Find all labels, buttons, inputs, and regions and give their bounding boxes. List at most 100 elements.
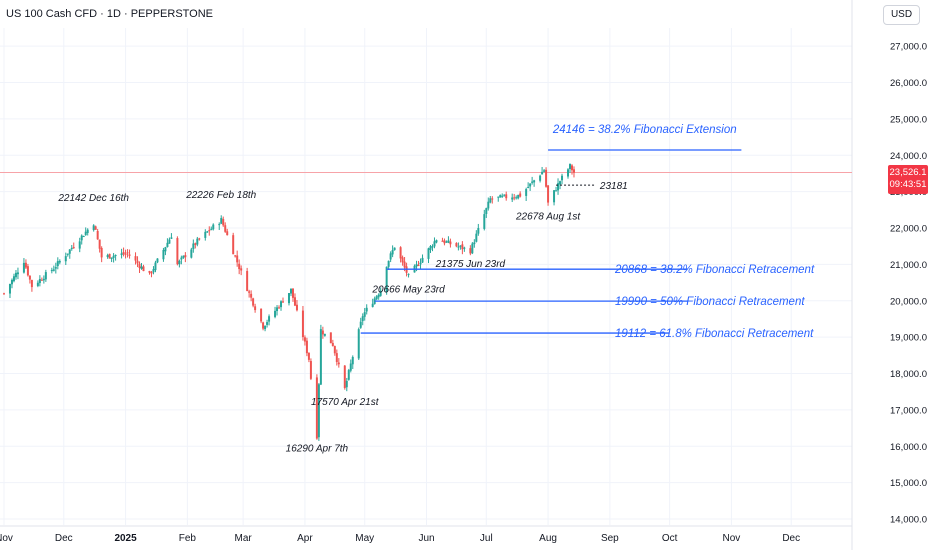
candle-body: [136, 260, 139, 264]
candle-body: [347, 370, 350, 380]
candle-body: [511, 197, 514, 200]
candle-body: [266, 322, 269, 325]
candle-body: [38, 279, 41, 284]
candle-body: [503, 194, 506, 196]
candle-body: [166, 242, 169, 248]
candle-body: [543, 170, 546, 172]
candle-body: [134, 256, 137, 261]
candle-body: [224, 225, 227, 232]
x-tick-label: May: [355, 533, 374, 544]
candle-body: [295, 304, 298, 311]
candle-body: [42, 278, 45, 281]
price-annotation: 22142 Dec 16th: [57, 193, 129, 204]
x-tick-label: Sep: [601, 533, 619, 544]
candle-body: [377, 294, 380, 298]
x-tick-label: Feb: [179, 533, 197, 544]
candle-body: [447, 240, 450, 243]
candle-body: [547, 185, 550, 203]
candle-body: [501, 195, 504, 197]
candle-body: [196, 238, 199, 245]
x-tick-label: Jul: [480, 533, 493, 544]
candle-body: [379, 290, 382, 296]
x-tick-label: Aug: [539, 533, 557, 544]
candle-body: [531, 181, 534, 183]
candle-body: [293, 297, 296, 306]
candle-body: [154, 262, 157, 271]
candle-body: [415, 264, 418, 267]
candle-body: [80, 235, 83, 241]
candle-body: [274, 310, 277, 317]
fib-level-label: 24146 = 38.2% Fibonacci Extension: [552, 124, 737, 136]
candle-body: [445, 241, 448, 243]
candle-body: [22, 262, 25, 273]
symbol-title[interactable]: US 100 Cash CFD · 1D · PEPPERSTONE: [6, 8, 214, 20]
candle-body: [254, 306, 257, 311]
candle-body: [68, 249, 71, 254]
candle-body: [8, 284, 11, 294]
candle-body: [66, 253, 69, 255]
candle-body: [433, 241, 436, 247]
y-tick-label: 24,000.0: [890, 151, 927, 162]
candle-body: [94, 226, 97, 230]
candle-body: [178, 260, 181, 265]
candle-body: [567, 169, 570, 177]
candle-body: [403, 261, 406, 268]
y-tick-label: 15,000.0: [890, 478, 927, 489]
candle-body: [148, 271, 151, 273]
candle-body: [70, 247, 73, 249]
candle-body: [321, 330, 324, 335]
x-axis[interactable]: Nov Dec 2025 Feb Mar Apr May Jun Jul Aug Sep Oct Nov…: [0, 533, 800, 544]
candle-body: [92, 225, 95, 231]
price-annotation: 17570 Apr 21st: [311, 397, 380, 408]
candle-body: [489, 198, 492, 203]
candle-body: [359, 321, 362, 328]
candlesticks: [3, 163, 575, 441]
candle-body: [98, 239, 101, 249]
candle-body: [513, 197, 516, 199]
last-price-value: 23,526.1: [889, 167, 927, 178]
candle-body: [443, 240, 446, 244]
candle-body: [375, 296, 378, 300]
price-annotation: 21375 Jun 23rd: [435, 259, 506, 270]
x-tick-label: Mar: [235, 533, 253, 544]
candle-body: [497, 196, 500, 198]
candle-body: [333, 346, 336, 354]
candle-body: [545, 169, 548, 187]
candle-body: [114, 255, 117, 257]
candle-body: [291, 288, 294, 298]
y-axis[interactable]: 14,000.0 15,000.0 16,000.0 17,000.0 18,000.0…: [890, 42, 927, 526]
candle-body: [419, 262, 422, 265]
candle-body: [401, 257, 404, 263]
candle-body: [142, 266, 145, 272]
candle-body: [24, 262, 27, 268]
candle-body: [331, 342, 334, 346]
candle-body: [539, 175, 542, 181]
candle-body: [351, 356, 354, 365]
candle-body: [427, 248, 430, 259]
candle-body: [250, 293, 253, 298]
candle-body: [248, 291, 251, 293]
candle-body: [527, 186, 530, 188]
candle-body: [568, 164, 571, 170]
candle-body: [3, 293, 5, 295]
candle-body: [431, 246, 434, 248]
candle-body: [268, 316, 271, 322]
price-annotation: 20666 May 23rd: [371, 285, 445, 296]
candle-body: [407, 273, 410, 275]
candle-body: [487, 201, 490, 209]
fib-level-label: 19112 = 61.8% Fibonacci Retracement: [615, 328, 814, 340]
candle-body: [572, 169, 575, 173]
candle-body: [86, 229, 89, 233]
currency-button[interactable]: USD: [883, 5, 920, 25]
candle-body: [236, 255, 239, 263]
candle-body: [278, 307, 281, 309]
candle-body: [140, 266, 143, 269]
candle-body: [246, 271, 249, 291]
candle-body: [30, 280, 33, 288]
candle-body: [96, 230, 99, 240]
candle-body: [391, 250, 394, 255]
candle-body: [459, 245, 462, 247]
candle-body: [44, 272, 47, 280]
